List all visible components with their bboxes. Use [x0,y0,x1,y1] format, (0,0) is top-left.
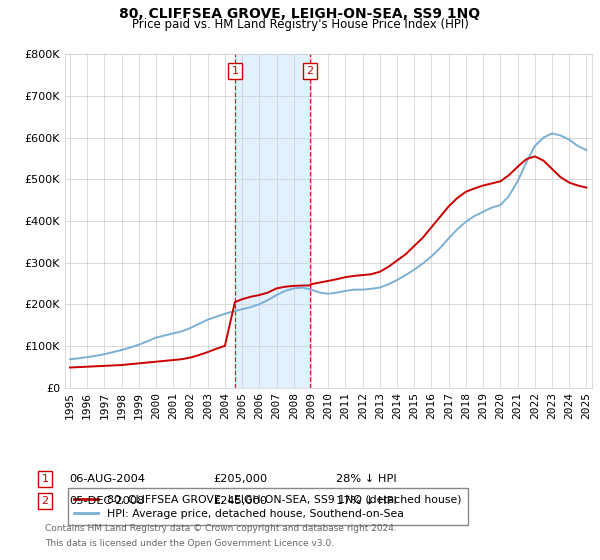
Text: 1: 1 [232,66,238,76]
Text: 05-DEC-2008: 05-DEC-2008 [69,496,145,506]
Text: 06-AUG-2004: 06-AUG-2004 [69,474,145,484]
Text: Price paid vs. HM Land Registry's House Price Index (HPI): Price paid vs. HM Land Registry's House … [131,18,469,31]
Text: This data is licensed under the Open Government Licence v3.0.: This data is licensed under the Open Gov… [45,539,334,548]
Text: 2: 2 [306,66,313,76]
Text: 1: 1 [41,474,49,484]
Text: 28% ↓ HPI: 28% ↓ HPI [336,474,397,484]
Bar [235,54,310,388]
Text: 2: 2 [41,496,49,506]
Text: 17% ↓ HPI: 17% ↓ HPI [336,496,397,506]
Text: Contains HM Land Registry data © Crown copyright and database right 2024.: Contains HM Land Registry data © Crown c… [45,524,397,533]
Text: 80, CLIFFSEA GROVE, LEIGH-ON-SEA, SS9 1NQ: 80, CLIFFSEA GROVE, LEIGH-ON-SEA, SS9 1N… [119,7,481,21]
Text: £245,000: £245,000 [213,496,267,506]
Text: £205,000: £205,000 [213,474,267,484]
Legend: 80, CLIFFSEA GROVE, LEIGH-ON-SEA, SS9 1NQ (detached house), HPI: Average price, : 80, CLIFFSEA GROVE, LEIGH-ON-SEA, SS9 1N… [68,488,467,525]
